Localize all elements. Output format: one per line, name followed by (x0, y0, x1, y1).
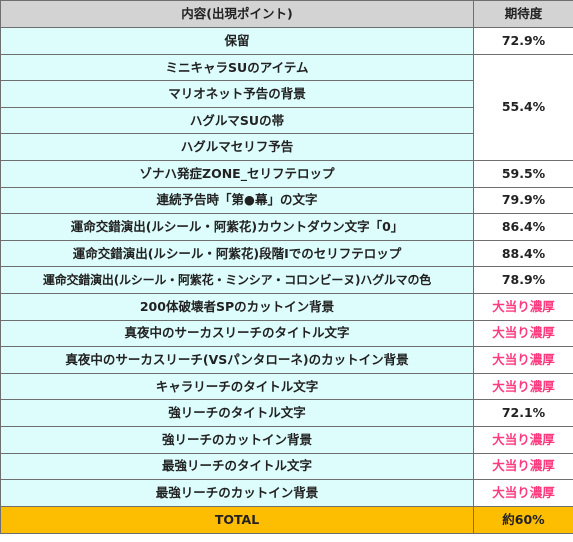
row-expectation: 88.4% (473, 239, 573, 268)
row-content: 運命交錯演出(ルシール・阿紫花)カウントダウン文字「0」 (0, 213, 474, 241)
table-row: ミニキャラSUのアイテム 55.4% (0, 53, 573, 161)
row-expectation: 78.9% (473, 266, 573, 294)
row-content: ミニキャラSUのアイテム (0, 53, 474, 82)
row-expectation: 86.4% (473, 213, 573, 241)
row-expectation: 55.4% (473, 53, 573, 161)
row-content: 保留 (0, 27, 474, 55)
table-row: 200体破壊者SPのカットイン背景 大当り濃厚 (0, 292, 573, 321)
table-row: 真夜中のサーカスリーチのタイトル文字 大当り濃厚 (0, 319, 573, 348)
table-row: 最強リーチのカットイン背景 大当り濃厚 (0, 479, 573, 507)
table-row: 運命交錯演出(ルシール・阿紫花・ミンシア・コロンビーヌ)ハグルマの色 78.9% (0, 266, 573, 294)
table-row: 強リーチのタイトル文字 72.1% (0, 399, 573, 427)
table-row: キャラリーチのタイトル文字 大当り濃厚 (0, 372, 573, 401)
row-content: 強リーチのタイトル文字 (0, 399, 474, 427)
row-content: ゾナハ発症ZONE_セリフテロップ (0, 159, 474, 188)
table-row: 保留 72.9% (0, 27, 573, 55)
row-content: 真夜中のサーカスリーチのタイトル文字 (0, 319, 474, 348)
row-expectation: 59.5% (473, 159, 573, 188)
row-expectation: 大当り濃厚 (473, 479, 573, 507)
row-content: 200体破壊者SPのカットイン背景 (0, 292, 474, 321)
total-label: TOTAL (0, 505, 474, 534)
row-content: 最強リーチのカットイン背景 (0, 479, 474, 507)
row-expectation: 大当り濃厚 (473, 425, 573, 454)
table-row: 運命交錯演出(ルシール・阿紫花)段階Ⅰでのセリフテロップ 88.4% (0, 239, 573, 268)
row-content: 運命交錯演出(ルシール・阿紫花)段階Ⅰでのセリフテロップ (0, 239, 474, 268)
table-row: 強リーチのカットイン背景 大当り濃厚 (0, 425, 573, 454)
header-content: 内容(出現ポイント) (0, 0, 474, 28)
header-expectation: 期待度 (473, 0, 573, 28)
row-content: ハグルマSUの帯 (0, 106, 474, 135)
header-row: 内容(出現ポイント) 期待度 (0, 0, 573, 28)
table-row: 運命交錯演出(ルシール・阿紫花)カウントダウン文字「0」 86.4% (0, 213, 573, 241)
row-content: キャラリーチのタイトル文字 (0, 372, 474, 401)
row-expectation: 大当り濃厚 (473, 346, 573, 374)
row-expectation: 大当り濃厚 (473, 319, 573, 348)
total-row: TOTAL 約60% (0, 505, 573, 534)
row-expectation: 79.9% (473, 186, 573, 215)
table-row: マリオネット予告の背景 (0, 80, 573, 108)
row-content: ハグルマセリフ予告 (0, 133, 474, 161)
row-content: 最強リーチのタイトル文字 (0, 452, 474, 481)
table-row: 連続予告時「第●幕」の文字 79.9% (0, 186, 573, 215)
total-value: 約60% (473, 505, 573, 534)
row-expectation: 72.1% (473, 399, 573, 427)
row-expectation: 大当り濃厚 (473, 372, 573, 401)
row-content: 連続予告時「第●幕」の文字 (0, 186, 474, 215)
row-content: 強リーチのカットイン背景 (0, 425, 474, 454)
row-content: マリオネット予告の背景 (0, 80, 474, 108)
row-content: 運命交錯演出(ルシール・阿紫花・ミンシア・コロンビーヌ)ハグルマの色 (0, 266, 474, 294)
row-expectation: 72.9% (473, 27, 573, 55)
table-row: 最強リーチのタイトル文字 大当り濃厚 (0, 452, 573, 481)
table-row: 真夜中のサーカスリーチ(VSパンタローネ)のカットイン背景 大当り濃厚 (0, 346, 573, 374)
row-content: 真夜中のサーカスリーチ(VSパンタローネ)のカットイン背景 (0, 346, 474, 374)
row-expectation: 大当り濃厚 (473, 452, 573, 481)
row-expectation: 大当り濃厚 (473, 292, 573, 321)
table-row: ゾナハ発症ZONE_セリフテロップ 59.5% (0, 159, 573, 188)
